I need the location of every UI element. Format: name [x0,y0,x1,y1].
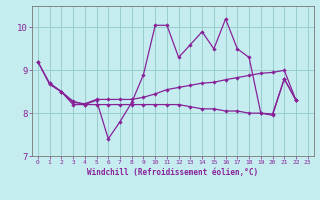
X-axis label: Windchill (Refroidissement éolien,°C): Windchill (Refroidissement éolien,°C) [87,168,258,177]
